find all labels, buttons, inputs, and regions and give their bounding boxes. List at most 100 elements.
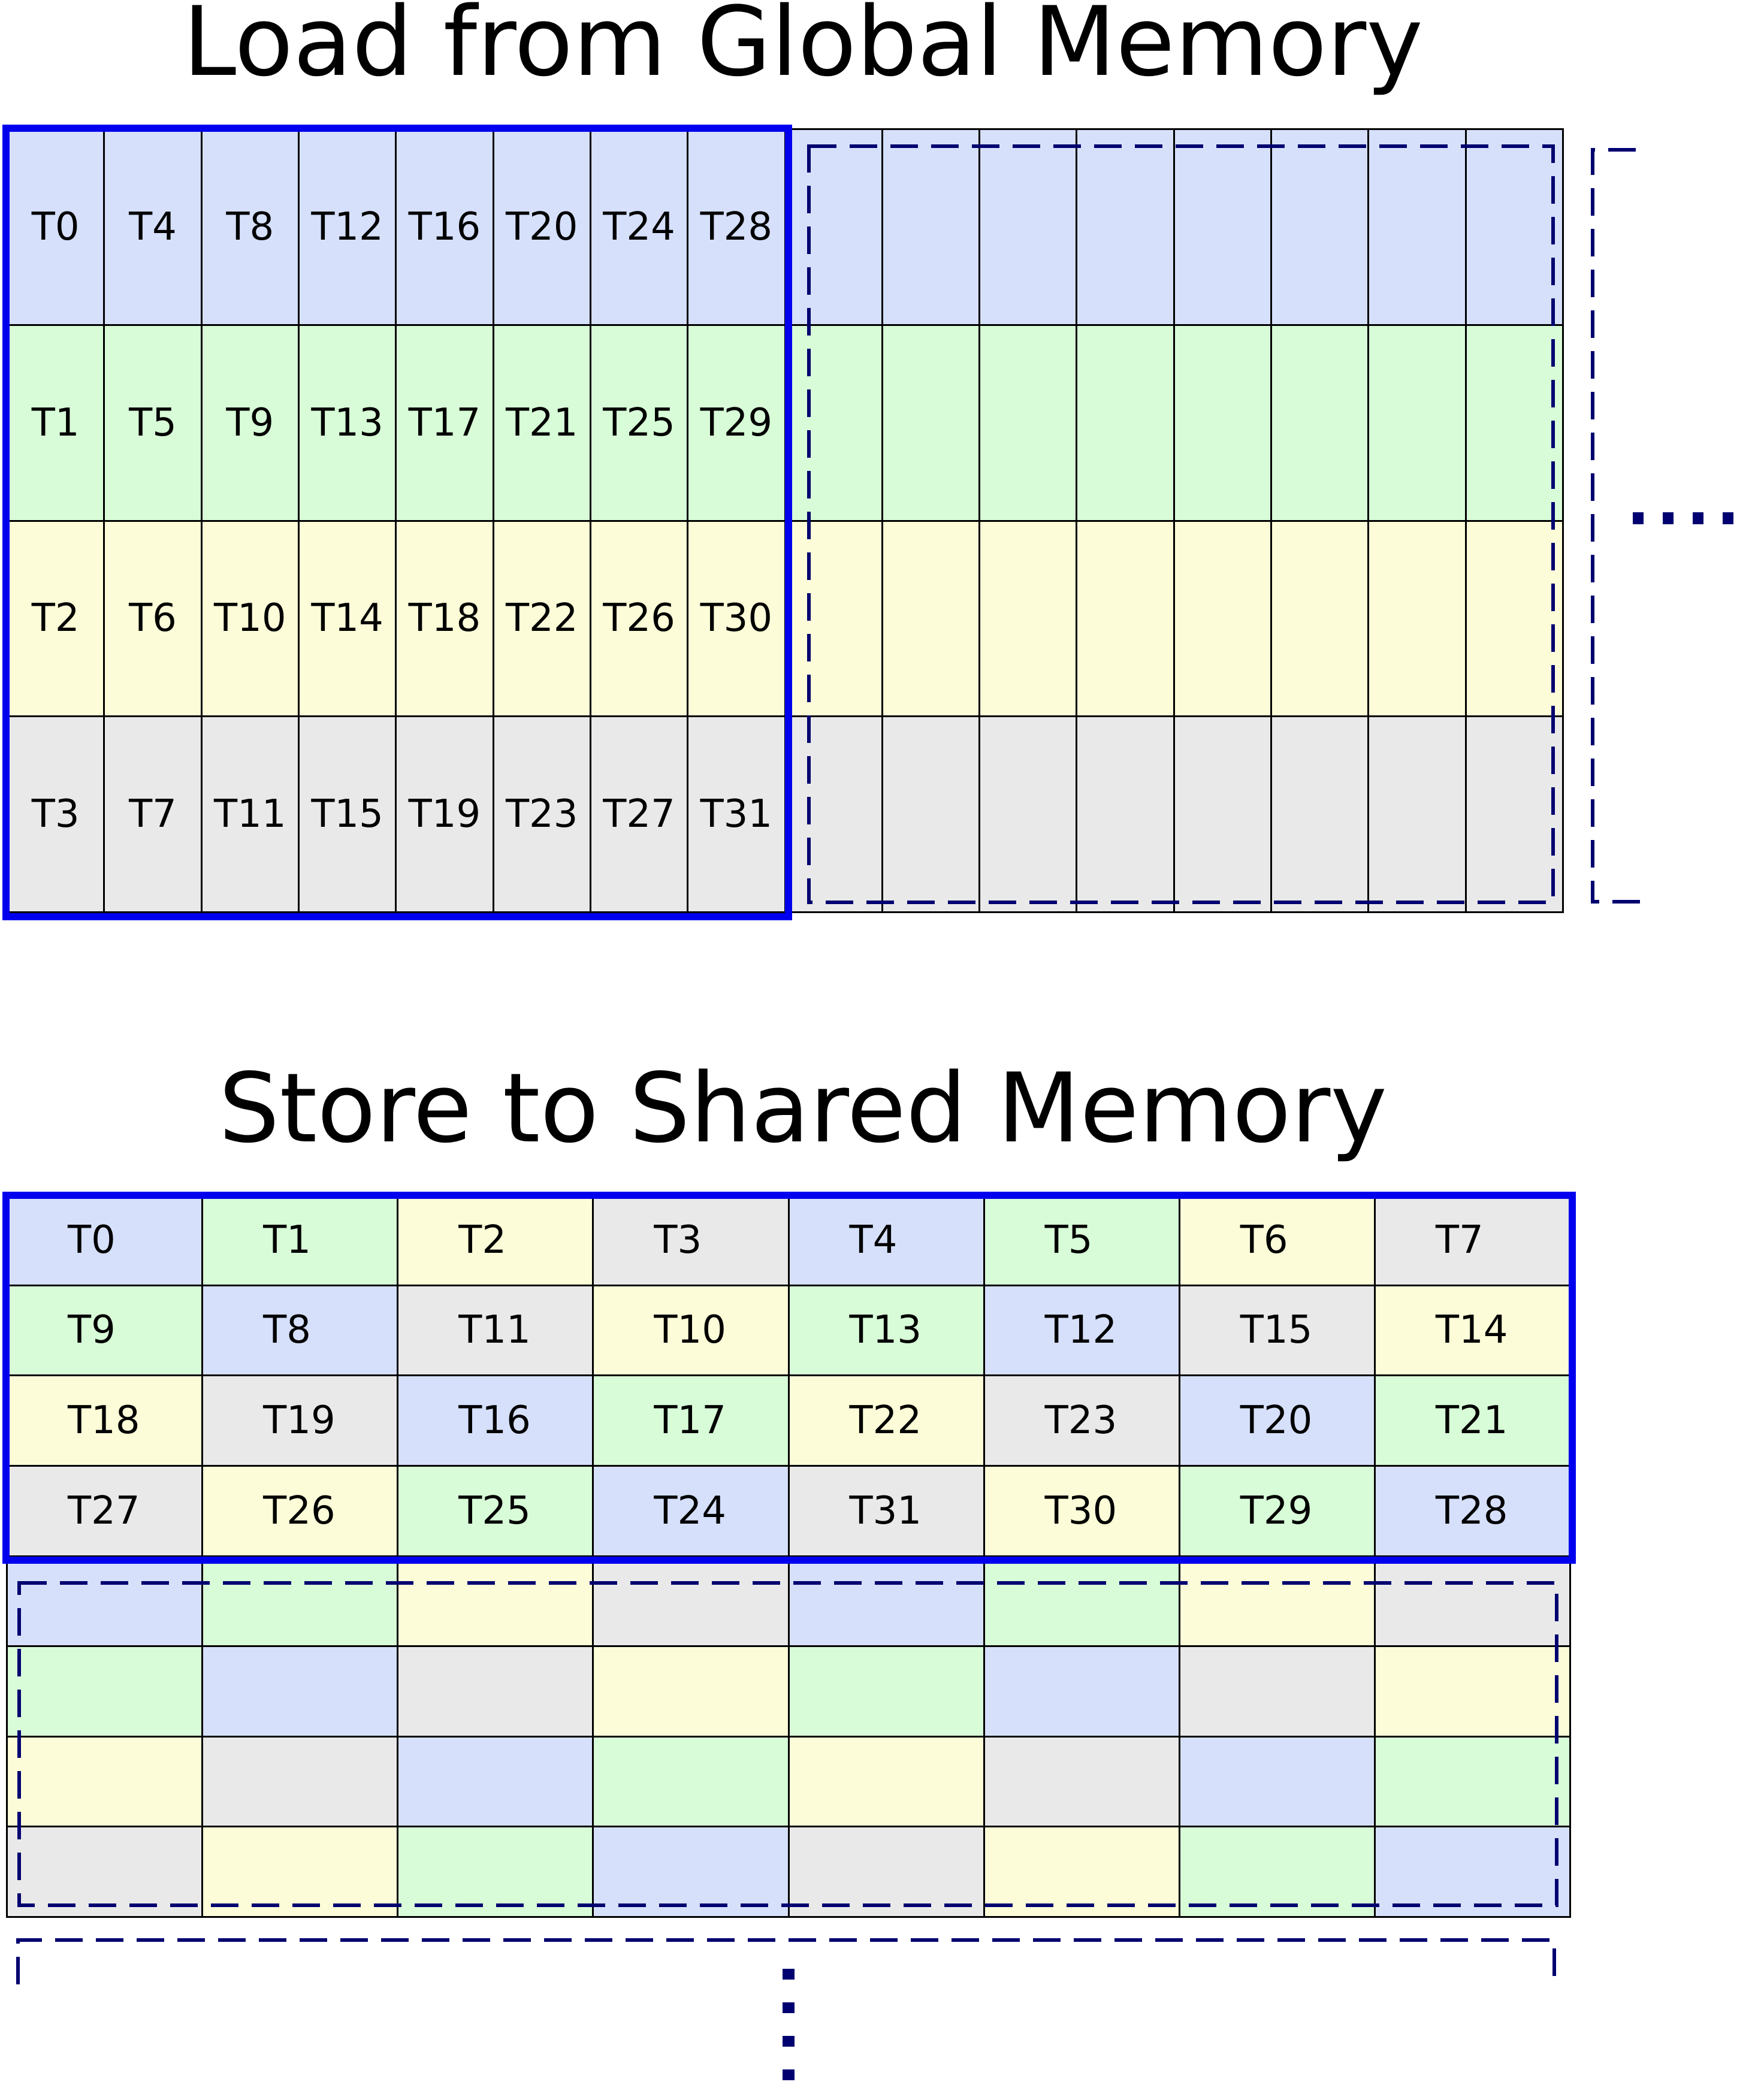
global-cell-label: T24 (591, 130, 689, 326)
global-cell-label: T6 (105, 521, 203, 718)
global-memory-grid: T0 T4 T8 T12 T16 T20 T24 T28 T1 T5 T9 T13 T17 T21 T25 T… (6, 128, 1564, 913)
global-cell-empty (1077, 717, 1175, 913)
global-cell-label: T5 (105, 325, 203, 522)
global-cell-label: T18 (397, 521, 494, 718)
global-cell-empty (1369, 521, 1467, 718)
global-cell-label: T20 (494, 130, 591, 326)
global-cell-empty (786, 717, 883, 913)
shared-cell-empty (1180, 1647, 1376, 1738)
shared-cell-label: T29 (1180, 1466, 1376, 1557)
global-cell-label: T2 (8, 521, 105, 718)
global-cell-label: T21 (494, 325, 591, 522)
shared-cell-label: T26 (203, 1466, 399, 1557)
shared-cell-label: T11 (398, 1286, 594, 1377)
global-cell-label: T13 (299, 325, 397, 522)
shared-cell-empty (398, 1647, 594, 1738)
shared-memory-grid: T0 T1 T2 T3 T4 T5 T6 T7 T9 T8 T11 T10 T13 T12 T15 T14 T1… (6, 1194, 1571, 1918)
global-cell-label: T10 (202, 521, 300, 718)
global-cell-empty (980, 717, 1078, 913)
global-cell-empty (883, 521, 981, 718)
shared-cell-label: T10 (594, 1286, 790, 1377)
global-cell-label: T22 (494, 521, 591, 718)
global-cell-empty (883, 717, 981, 913)
shared-cell-label: T25 (398, 1466, 594, 1557)
shared-cell-empty (984, 1737, 1180, 1828)
shared-cell-empty (594, 1557, 790, 1648)
shared-cell-empty (203, 1737, 399, 1828)
global-cell-empty (980, 325, 1078, 522)
shared-cell-label: T19 (203, 1376, 399, 1467)
shared-cell-empty (398, 1557, 594, 1648)
shared-cell-empty (984, 1647, 1180, 1738)
global-cell-empty (1174, 521, 1273, 718)
global-cell-empty (1466, 521, 1564, 718)
shared-cell-empty (1375, 1557, 1571, 1648)
global-cell-empty (1369, 717, 1467, 913)
shared-cell-empty (1375, 1737, 1571, 1828)
global-cell-empty (1466, 325, 1564, 522)
store-shared-memory-title: Store to Shared Memory (218, 1052, 1388, 1164)
global-cell-empty (1272, 325, 1370, 522)
shared-cell-empty (984, 1557, 1180, 1648)
shared-cell-empty (1180, 1737, 1376, 1828)
shared-cell-empty (789, 1647, 985, 1738)
global-cell-label: T16 (397, 130, 494, 326)
shared-cell-label: T18 (8, 1376, 204, 1467)
global-cell-label: T27 (591, 717, 689, 913)
shared-cell-empty (594, 1647, 790, 1738)
global-cell-label: T14 (299, 521, 397, 718)
global-cell-label: T26 (591, 521, 689, 718)
global-cell-empty (1174, 717, 1273, 913)
shared-cell-empty (1180, 1827, 1376, 1918)
global-cell-label: T9 (202, 325, 300, 522)
global-cell-label: T31 (688, 717, 786, 913)
shared-cell-label: T3 (594, 1196, 790, 1286)
shared-bracket (16, 1938, 1556, 1984)
global-cell-empty (1077, 325, 1175, 522)
shared-cell-empty (789, 1737, 985, 1828)
shared-cell-label: T12 (984, 1286, 1180, 1377)
shared-cell-label: T5 (984, 1196, 1180, 1286)
global-cell-label: T28 (688, 130, 786, 326)
global-cell-empty (1272, 717, 1370, 913)
global-cell-label: T23 (494, 717, 591, 913)
shared-cell-label: T2 (398, 1196, 594, 1286)
shared-cell-label: T13 (789, 1286, 985, 1377)
shared-cell-empty (1375, 1647, 1571, 1738)
global-cell-label: T30 (688, 521, 786, 718)
global-ellipsis-icon (1633, 512, 1733, 524)
shared-cell-label: T6 (1180, 1196, 1376, 1286)
shared-cell-empty (594, 1827, 790, 1918)
global-cell-label: T8 (202, 130, 300, 326)
global-cell-empty (1174, 325, 1273, 522)
global-cell-label: T15 (299, 717, 397, 913)
global-cell-label: T1 (8, 325, 105, 522)
load-global-memory-title: Load from Global Memory (183, 0, 1423, 98)
shared-ellipsis-icon (783, 1969, 795, 2080)
shared-cell-label: T16 (398, 1376, 594, 1467)
shared-cell-label: T8 (203, 1286, 399, 1377)
shared-cell-label: T14 (1375, 1286, 1571, 1377)
shared-cell-empty (1375, 1827, 1571, 1918)
shared-cell-label: T24 (594, 1466, 790, 1557)
shared-cell-label: T15 (1180, 1286, 1376, 1377)
global-cell-label: T4 (105, 130, 203, 326)
global-cell-label: T3 (8, 717, 105, 913)
shared-cell-empty (984, 1827, 1180, 1918)
global-cell-label: T11 (202, 717, 300, 913)
shared-cell-label: T21 (1375, 1376, 1571, 1467)
global-cell-empty (1077, 130, 1175, 326)
global-cell-label: T19 (397, 717, 494, 913)
shared-cell-empty (8, 1647, 204, 1738)
global-cell-label: T17 (397, 325, 494, 522)
shared-cell-label: T1 (203, 1196, 399, 1286)
shared-cell-label: T31 (789, 1466, 985, 1557)
global-cell-empty (1077, 521, 1175, 718)
shared-cell-label: T4 (789, 1196, 985, 1286)
shared-cell-empty (8, 1557, 204, 1648)
global-cell-label: T0 (8, 130, 105, 326)
global-cell-empty (883, 130, 981, 326)
shared-cell-empty (594, 1737, 790, 1828)
shared-cell-empty (789, 1557, 985, 1648)
shared-cell-empty (398, 1737, 594, 1828)
